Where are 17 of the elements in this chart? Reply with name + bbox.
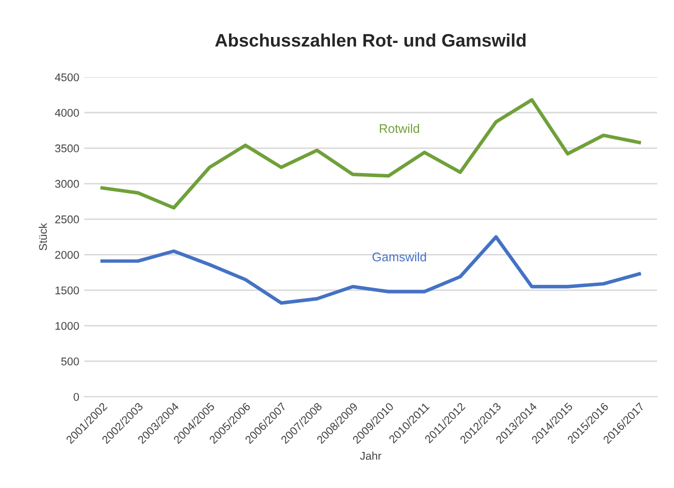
y-tick-label: 2500 [55,215,79,224]
text: Gamswild [372,252,426,262]
y-tick-label: 2000 [55,250,79,259]
line-series [100,98,641,210]
chart-title: Abschusszahlen Rot- und Gamswild [215,33,526,47]
y-tick-label: 4000 [54,108,79,117]
y-tick-label: 4500 [54,73,79,82]
series-label: Rotwild [380,124,420,133]
y-axis-title: Stück [38,223,47,250]
y-tick-label: 3000 [55,180,79,188]
y-tick-label: 3500 [55,144,79,152]
y-tick-label: 0 [74,393,79,401]
line-series [100,235,641,305]
y-tick-label: 500 [61,357,79,366]
y-tick-label: 1000 [56,322,79,330]
x-axis-title: Jahr [360,452,382,460]
y-tick-label: 1500 [56,286,79,294]
